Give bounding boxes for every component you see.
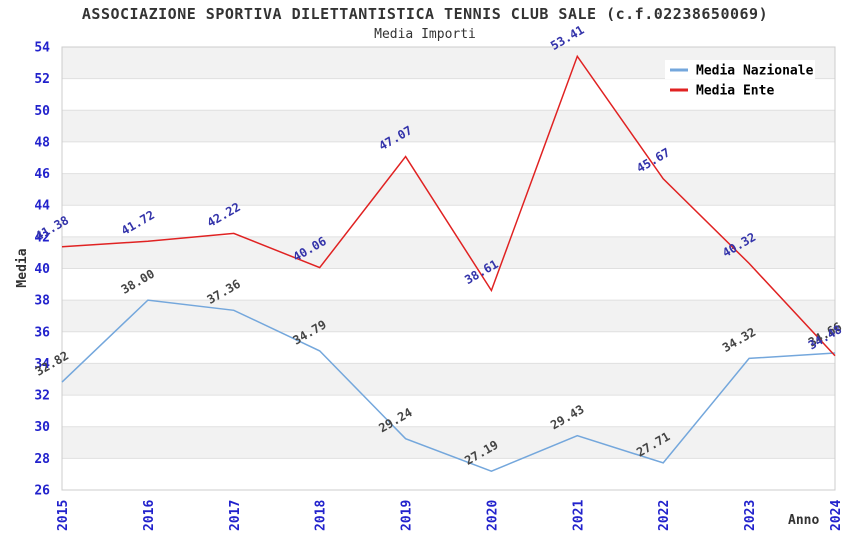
- point-label: 38.00: [119, 267, 157, 297]
- plot-border: [61, 46, 836, 491]
- band: [62, 236, 835, 269]
- x-axis-title: Anno: [788, 513, 819, 528]
- chart-subtitle: Media Importi: [374, 27, 476, 42]
- y-tick-label: 40: [34, 262, 50, 277]
- x-tick-label: 2018: [314, 500, 329, 531]
- y-tick-label: 48: [34, 135, 50, 150]
- legend: Media Nazionale Media Ente: [665, 60, 815, 99]
- y-tick-label: 34: [34, 357, 50, 372]
- chart-title: ASSOCIAZIONE SPORTIVA DILETTANTISTICA TE…: [82, 5, 768, 23]
- point-label: 41.72: [119, 208, 157, 238]
- plot-area: 26 28 30 32 34 36 38 40 42 44 46 48 50 52 54 2015 2016 20…: [33, 23, 844, 531]
- x-tick-label: 2015: [56, 500, 71, 531]
- legend-item: Media Ente: [665, 80, 815, 99]
- series-line-media-nazionale: [61, 299, 836, 473]
- y-tick-label: 50: [34, 104, 50, 119]
- y-tick-label: 52: [34, 72, 50, 87]
- legend-label: Media Ente: [696, 84, 774, 99]
- y-tick-label: 30: [34, 420, 50, 435]
- band: [62, 110, 835, 142]
- y-tick-label: 44: [34, 199, 50, 214]
- legend-item-bg: [665, 60, 815, 79]
- x-tick-label: 2022: [657, 500, 672, 531]
- y-tick-label: 36: [34, 325, 50, 340]
- y-tick-label: 54: [34, 41, 50, 56]
- y-tick-label: 42: [34, 230, 50, 245]
- y-tick-label: 26: [34, 484, 50, 499]
- band: [62, 426, 835, 459]
- y-axis-title: Media: [15, 248, 30, 287]
- y-tick-label: 28: [34, 452, 50, 467]
- x-tick-label: 2016: [142, 500, 157, 531]
- legend-label: Media Nazionale: [696, 64, 814, 79]
- y-tick-label: 46: [34, 167, 50, 182]
- legend-item: Media Nazionale: [665, 60, 815, 79]
- series-line-media-ente: [61, 54, 836, 357]
- band: [62, 173, 835, 206]
- x-tick-label: 2024: [829, 500, 844, 531]
- x-tick-label: 2017: [228, 500, 243, 531]
- point-label: 45.67: [634, 145, 672, 175]
- band: [62, 363, 835, 396]
- y-tick-label: 32: [34, 389, 50, 404]
- x-tick-label: 2023: [743, 500, 758, 531]
- x-tick-label: 2020: [485, 500, 500, 531]
- x-tick-label: 2021: [571, 500, 586, 531]
- band: [62, 300, 835, 332]
- legend-item-bg: [665, 80, 815, 99]
- y-tick-label: 38: [34, 294, 50, 309]
- x-tick-label: 2019: [400, 500, 415, 531]
